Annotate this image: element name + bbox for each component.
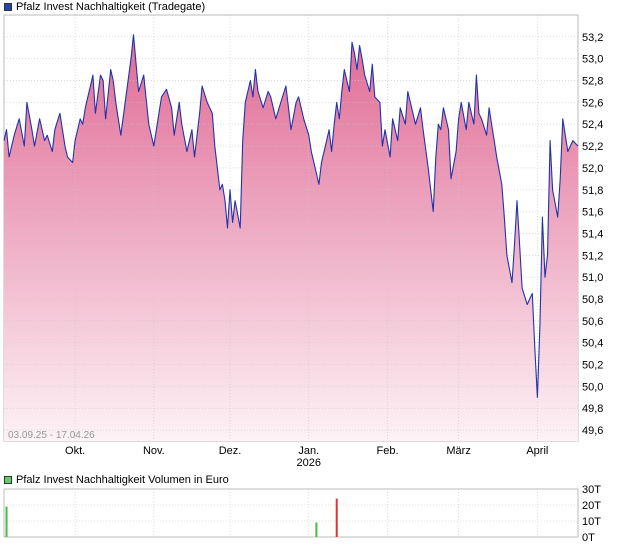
volume-chart-title: Pfalz Invest Nachhaltigkeit Volumen in E… [4,473,229,487]
price-chart-title: Pfalz Invest Nachhaltigkeit (Tradegate) [4,0,205,14]
x-month-label: Nov. [143,445,165,457]
price-y-tick-label: 53,0 [582,54,603,66]
volume-legend-swatch [4,476,12,484]
x-month-label: Jan. [298,445,319,457]
date-range-label: 03.09.25 - 17.04.26 [8,430,95,441]
price-legend-swatch [4,3,12,11]
volume-bar [5,506,8,537]
volume-y-tick-label: 20T [582,500,601,512]
x-year-label: 2026 [297,457,321,469]
x-month-label: Dez. [219,445,242,457]
x-month-label: April [526,445,548,457]
volume-bar [315,522,318,537]
price-y-tick-label: 51,6 [582,207,603,219]
price-y-tick-label: 51,0 [582,272,603,284]
price-chart-title-text: Pfalz Invest Nachhaltigkeit (Tradegate) [16,1,206,13]
price-y-tick-label: 50,6 [582,316,603,328]
x-month-label: Feb. [377,445,399,457]
price-y-tick-label: 51,2 [582,250,603,262]
price-y-tick-label: 50,0 [582,381,603,393]
volume-chart-title-text: Pfalz Invest Nachhaltigkeit Volumen in E… [16,474,229,486]
price-chart: 53,2 53,0 52,8 52,6 52,4 52,2 52,0 51,8 51,6 51,4… [3,14,603,469]
price-y-tick-label: 52,4 [582,119,603,131]
x-month-label: März [446,445,470,457]
volume-bar [335,498,338,537]
price-y-tick-label: 51,4 [582,228,603,240]
volume-y-tick-label: 0T [582,532,595,544]
price-y-tick-label: 50,8 [582,294,603,306]
volume-y-tick-label: 30T [582,484,601,496]
price-y-tick-label: 52,8 [582,76,603,88]
price-y-tick-label: 49,6 [582,425,603,437]
price-line [3,34,579,398]
price-y-tick-label: 51,8 [582,185,603,197]
price-y-tick-label: 49,8 [582,403,603,415]
price-y-tick-label: 52,0 [582,163,603,175]
price-area-fill [4,34,578,441]
price-y-tick-label: 50,2 [582,360,603,372]
price-y-tick-label: 50,4 [582,338,603,350]
volume-chart: 30T 20T 10T 0T [3,484,601,544]
price-y-tick-label: 53,2 [582,32,603,44]
price-y-tick-label: 52,6 [582,97,603,109]
x-month-label: Okt. [65,445,85,457]
price-y-tick-label: 52,2 [582,141,603,153]
volume-plot-area [3,488,579,538]
volume-y-tick-label: 10T [582,516,601,528]
